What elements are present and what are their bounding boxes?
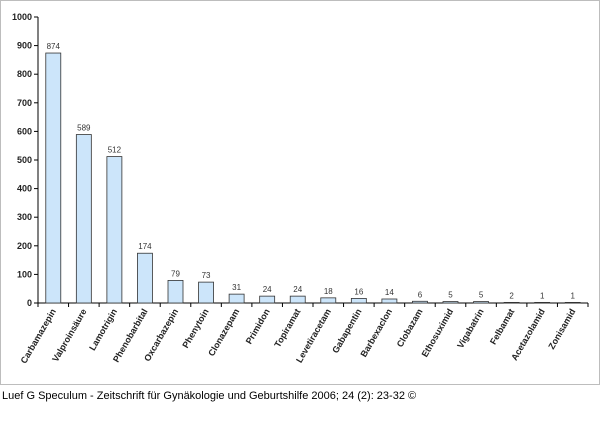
x-category-label: Ethosuximid bbox=[420, 307, 456, 359]
bar bbox=[381, 298, 398, 304]
x-category-label: Topiramat bbox=[272, 307, 302, 349]
y-tick-label: 0 bbox=[27, 298, 32, 308]
bar bbox=[320, 297, 337, 304]
data-label: 5 bbox=[448, 291, 453, 300]
data-label: 512 bbox=[108, 146, 122, 155]
bar bbox=[137, 252, 153, 304]
bar bbox=[259, 295, 276, 304]
bar bbox=[442, 301, 459, 304]
bar-chart: 01002003004005006007008009001000874Carba… bbox=[12, 12, 589, 365]
x-category-label: Lamotrigin bbox=[87, 307, 119, 352]
citation-caption: Luef G Speculum - Zeitschrift für Gynäko… bbox=[2, 390, 417, 402]
bar bbox=[473, 301, 489, 304]
x-category-label: Zonisamid bbox=[546, 307, 577, 351]
data-label: 24 bbox=[263, 285, 272, 294]
bar bbox=[534, 301, 551, 304]
y-tick-label: 900 bbox=[17, 41, 32, 51]
x-category-label: Clonazepam bbox=[206, 307, 241, 358]
y-tick-label: 200 bbox=[17, 241, 32, 251]
data-label: 174 bbox=[138, 242, 152, 251]
x-category-label: Acetazolamid bbox=[509, 307, 547, 362]
data-label: 73 bbox=[202, 271, 211, 280]
bar bbox=[564, 301, 581, 304]
x-category-label: Clobazam bbox=[395, 307, 425, 349]
y-tick-label: 100 bbox=[17, 269, 32, 279]
x-category-label: Gabapentin bbox=[330, 307, 363, 355]
data-label: 1 bbox=[570, 291, 575, 300]
bar bbox=[289, 295, 306, 304]
bar bbox=[503, 301, 520, 304]
data-label: 874 bbox=[47, 42, 61, 51]
data-label: 1 bbox=[540, 291, 545, 300]
x-category-label: Phenytoin bbox=[180, 307, 210, 350]
data-label: 6 bbox=[418, 290, 423, 299]
y-tick-label: 500 bbox=[17, 155, 32, 165]
y-tick-label: 700 bbox=[17, 98, 32, 108]
y-tick-label: 1000 bbox=[12, 12, 32, 22]
data-label: 79 bbox=[171, 269, 180, 278]
chart-frame: 0 100 200 300 400 500 600 700 800 900 1000 874 Carba… bbox=[0, 0, 600, 385]
bar bbox=[228, 293, 245, 304]
data-label: 31 bbox=[232, 283, 241, 292]
bar bbox=[106, 156, 123, 304]
bar bbox=[198, 281, 214, 304]
data-label: 5 bbox=[479, 291, 484, 300]
x-category-label: Vigabatrin bbox=[455, 307, 486, 350]
data-label: 14 bbox=[385, 288, 394, 297]
x-category-label: Felbamat bbox=[488, 307, 516, 346]
bar bbox=[350, 298, 367, 304]
data-label: 24 bbox=[293, 285, 302, 294]
y-tick-label: 800 bbox=[17, 69, 32, 79]
data-label: 16 bbox=[354, 287, 363, 296]
data-label: 2 bbox=[509, 291, 514, 300]
y-tick-label: 300 bbox=[17, 212, 32, 222]
x-category-label: Oxcarbazepin bbox=[142, 307, 180, 363]
data-label: 589 bbox=[77, 124, 91, 133]
y-tick-label: 600 bbox=[17, 126, 32, 136]
data-label: 18 bbox=[324, 287, 333, 296]
bar bbox=[412, 300, 428, 304]
x-category-label: Primidon bbox=[244, 307, 272, 346]
y-tick-label: 400 bbox=[17, 184, 32, 194]
x-category-label: Barbexaclon bbox=[358, 307, 394, 359]
bar bbox=[75, 134, 92, 304]
bar bbox=[167, 280, 184, 304]
bar bbox=[45, 52, 62, 304]
